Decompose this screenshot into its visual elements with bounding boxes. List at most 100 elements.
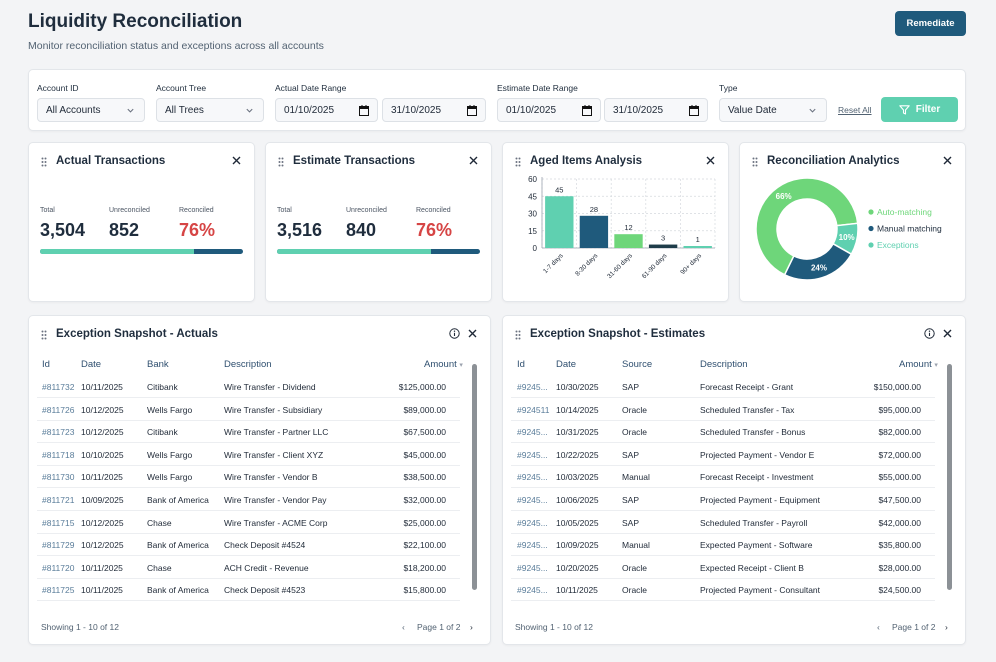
- calendar-icon[interactable]: [689, 105, 699, 116]
- x-tick-label: 90+ days: [679, 252, 703, 276]
- close-icon[interactable]: [468, 329, 477, 338]
- table-row[interactable]: #9245... 10/22/2025 SAP Projected Payment -…: [511, 444, 935, 466]
- column-header-id[interactable]: Id: [517, 359, 525, 370]
- drag-handle-icon[interactable]: [41, 330, 47, 340]
- column-header-description[interactable]: Description: [700, 359, 748, 370]
- column-header-amount[interactable]: Amount ▾: [899, 359, 938, 370]
- row-date: 10/20/2025: [556, 562, 599, 573]
- calendar-icon[interactable]: [467, 105, 477, 116]
- row-id-link[interactable]: #9245...: [517, 382, 548, 392]
- table-row[interactable]: #811720 10/11/2025 Chase ACH Credit - Reven…: [37, 557, 460, 579]
- calendar-icon[interactable]: [582, 105, 592, 116]
- table-row[interactable]: #9245... 10/11/2025 Oracle Projected Paymen…: [511, 579, 935, 602]
- info-icon[interactable]: [449, 328, 460, 339]
- estimate-date-from[interactable]: 01/10/2025: [497, 98, 601, 122]
- bar-value-label: 3: [661, 234, 665, 243]
- row-amount: $55,000.00: [878, 472, 921, 483]
- row-id-link[interactable]: #811721: [42, 495, 75, 505]
- row-id-link[interactable]: #811725: [42, 585, 75, 596]
- row-id-link[interactable]: #924511: [517, 404, 550, 415]
- info-icon[interactable]: [924, 328, 935, 339]
- reset-all-link[interactable]: Reset All: [838, 105, 872, 115]
- row-id-link[interactable]: #9245...: [517, 540, 548, 551]
- account-tree-select[interactable]: All Trees: [156, 98, 264, 122]
- drag-handle-icon[interactable]: [278, 157, 284, 167]
- column-header-amount[interactable]: Amount ▾: [424, 359, 463, 370]
- drag-handle-icon[interactable]: [515, 157, 521, 167]
- column-header-description[interactable]: Description: [224, 359, 272, 370]
- actual-date-to[interactable]: 31/10/2025: [382, 98, 486, 122]
- table-row[interactable]: #811732 10/11/2025 Citibank Wire Transfer -…: [37, 376, 460, 398]
- table-row[interactable]: #811721 10/09/2025 Bank of America Wire Tra…: [37, 489, 460, 511]
- row-id-link[interactable]: #811730: [42, 472, 75, 483]
- column-header-date[interactable]: Date: [556, 359, 577, 370]
- table-row[interactable]: #9245... 10/03/2025 Manual Forecast Receipt…: [511, 466, 935, 489]
- row-id-link[interactable]: #9245...: [517, 427, 548, 438]
- table-row[interactable]: #811726 10/12/2025 Wells Fargo Wire Transfe…: [37, 399, 460, 421]
- drag-handle-icon[interactable]: [41, 157, 47, 167]
- row-amount: $35,800.00: [878, 540, 921, 551]
- table-row[interactable]: #9245... 10/31/2025 Oracle Scheduled Transf…: [511, 421, 935, 444]
- table-row[interactable]: #811729 10/12/2025 Bank of America Check De…: [37, 534, 460, 557]
- row-id-link[interactable]: #9245...: [517, 517, 548, 528]
- table-row[interactable]: #9245... 10/09/2025 Manual Expected Payment…: [511, 534, 935, 557]
- table-row[interactable]: #811718 10/10/2025 Wells Fargo Wire Transfe…: [37, 444, 460, 466]
- row-amount: $150,000.00: [873, 382, 921, 392]
- close-icon[interactable]: [706, 156, 715, 165]
- close-icon[interactable]: [469, 156, 478, 165]
- y-tick-label: 45: [528, 192, 537, 201]
- row-id-link[interactable]: #811715: [42, 517, 75, 528]
- row-id-link[interactable]: #9245...: [517, 495, 548, 505]
- table-row[interactable]: #924511 10/14/2025 Oracle Scheduled Transfe…: [511, 399, 935, 421]
- next-page-icon[interactable]: ›: [470, 622, 473, 632]
- prev-page-icon[interactable]: ‹: [877, 622, 880, 632]
- column-header-id[interactable]: Id: [42, 359, 50, 370]
- table-row[interactable]: #811715 10/12/2025 Chase Wire Transfer - AC…: [37, 512, 460, 534]
- drag-handle-icon[interactable]: [752, 157, 758, 167]
- row-id-link[interactable]: #811729: [42, 540, 75, 551]
- column-header-source[interactable]: Source: [622, 359, 653, 370]
- calendar-icon[interactable]: [359, 105, 369, 116]
- estimate-date-from-value: 01/10/2025: [506, 104, 557, 116]
- row-id-link[interactable]: #811723: [42, 427, 75, 438]
- column-header-bank[interactable]: Bank: [147, 359, 169, 370]
- prev-page-icon[interactable]: ‹: [402, 622, 405, 632]
- actual-date-from[interactable]: 01/10/2025: [275, 98, 378, 122]
- table-row[interactable]: #811723 10/12/2025 Citibank Wire Transfer -…: [37, 421, 460, 444]
- row-id-link[interactable]: #811720: [42, 562, 75, 573]
- x-tick-label: 61-90 days: [641, 252, 669, 280]
- close-icon[interactable]: [943, 156, 952, 165]
- row-amount: $89,000.00: [403, 404, 446, 415]
- bar: [683, 246, 712, 248]
- close-icon[interactable]: [232, 156, 241, 165]
- next-page-icon[interactable]: ›: [945, 622, 948, 632]
- total-value: 3,516: [277, 220, 323, 240]
- table-row[interactable]: #9245... 10/06/2025 SAP Projected Payment -…: [511, 489, 935, 511]
- row-id-link[interactable]: #811718: [42, 449, 75, 460]
- table-row[interactable]: #811725 10/11/2025 Bank of America Check De…: [37, 579, 460, 602]
- scrollbar[interactable]: [472, 364, 477, 590]
- table-row[interactable]: #811730 10/11/2025 Wells Fargo Wire Transfe…: [37, 466, 460, 489]
- drag-handle-icon[interactable]: [515, 330, 521, 340]
- table-row[interactable]: #9245... 10/30/2025 SAP Forecast Receipt - …: [511, 376, 935, 398]
- type-select[interactable]: Value Date: [719, 98, 827, 122]
- row-id-link[interactable]: #811732: [42, 382, 75, 392]
- scrollbar[interactable]: [947, 364, 952, 590]
- column-header-date[interactable]: Date: [81, 359, 102, 370]
- bar-value-label: 12: [624, 223, 632, 232]
- table-row[interactable]: #9245... 10/20/2025 Oracle Expected Receipt…: [511, 557, 935, 579]
- row-id-link[interactable]: #811726: [42, 404, 75, 415]
- close-icon[interactable]: [943, 329, 952, 338]
- estimate-date-to[interactable]: 31/10/2025: [604, 98, 708, 122]
- row-id-link[interactable]: #9245...: [517, 562, 548, 573]
- row-id-link[interactable]: #9245...: [517, 585, 548, 596]
- remediate-button[interactable]: Remediate: [895, 11, 966, 36]
- table-row[interactable]: #9245... 10/05/2025 SAP Scheduled Transfer …: [511, 512, 935, 534]
- account-id-select[interactable]: All Accounts: [37, 98, 145, 122]
- row-date: 10/11/2025: [81, 382, 123, 392]
- row-id-link[interactable]: #9245...: [517, 472, 548, 483]
- row-date: 10/12/2025: [81, 427, 124, 438]
- row-id-link[interactable]: #9245...: [517, 449, 548, 460]
- filter-button[interactable]: Filter: [881, 97, 958, 122]
- slice-value-label: 66%: [776, 192, 792, 201]
